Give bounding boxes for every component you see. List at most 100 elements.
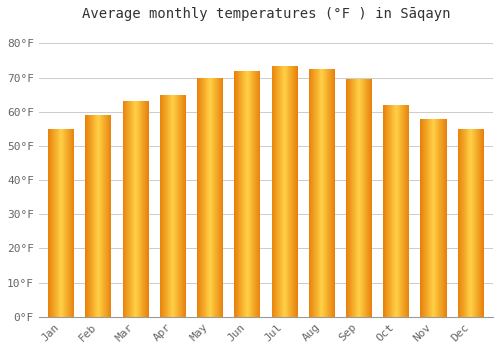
Bar: [221, 78, 222, 317]
Bar: [236, 71, 237, 317]
Bar: [66, 129, 67, 317]
Bar: [246, 71, 248, 317]
Bar: [254, 71, 255, 317]
Bar: [106, 115, 107, 317]
Bar: [100, 115, 101, 317]
Bar: [103, 115, 104, 317]
Bar: [430, 119, 431, 317]
Bar: [167, 94, 168, 317]
Bar: [288, 65, 289, 317]
Bar: [168, 94, 169, 317]
Bar: [325, 69, 326, 317]
Bar: [401, 105, 402, 317]
Bar: [426, 119, 427, 317]
Bar: [370, 79, 372, 317]
Bar: [275, 65, 276, 317]
Bar: [386, 105, 387, 317]
Bar: [420, 119, 421, 317]
Bar: [361, 79, 362, 317]
Bar: [291, 65, 292, 317]
Bar: [110, 115, 111, 317]
Bar: [440, 119, 442, 317]
Bar: [58, 129, 59, 317]
Bar: [102, 115, 103, 317]
Bar: [352, 79, 353, 317]
Bar: [296, 65, 297, 317]
Bar: [349, 79, 350, 317]
Bar: [64, 129, 65, 317]
Bar: [477, 129, 478, 317]
Bar: [205, 78, 206, 317]
Bar: [49, 129, 50, 317]
Bar: [99, 115, 100, 317]
Bar: [317, 69, 318, 317]
Bar: [256, 71, 257, 317]
Bar: [292, 65, 293, 317]
Bar: [197, 78, 198, 317]
Bar: [431, 119, 432, 317]
Bar: [285, 65, 286, 317]
Bar: [408, 105, 410, 317]
Bar: [133, 102, 134, 317]
Bar: [394, 105, 395, 317]
Bar: [438, 119, 440, 317]
Bar: [319, 69, 320, 317]
Bar: [90, 115, 91, 317]
Bar: [146, 102, 148, 317]
Bar: [200, 78, 201, 317]
Bar: [258, 71, 259, 317]
Bar: [460, 129, 461, 317]
Bar: [255, 71, 256, 317]
Bar: [217, 78, 218, 317]
Bar: [433, 119, 434, 317]
Bar: [467, 129, 468, 317]
Bar: [162, 94, 163, 317]
Bar: [472, 129, 474, 317]
Bar: [71, 129, 72, 317]
Bar: [92, 115, 93, 317]
Bar: [125, 102, 126, 317]
Bar: [326, 69, 327, 317]
Bar: [250, 71, 251, 317]
Bar: [234, 71, 235, 317]
Bar: [294, 65, 295, 317]
Bar: [406, 105, 408, 317]
Bar: [180, 94, 182, 317]
Bar: [67, 129, 68, 317]
Bar: [478, 129, 479, 317]
Bar: [259, 71, 260, 317]
Bar: [314, 69, 316, 317]
Bar: [463, 129, 464, 317]
Bar: [442, 119, 444, 317]
Bar: [278, 65, 280, 317]
Bar: [218, 78, 219, 317]
Bar: [318, 69, 319, 317]
Bar: [216, 78, 217, 317]
Bar: [208, 78, 209, 317]
Bar: [436, 119, 438, 317]
Title: Average monthly temperatures (°F ) in Sāqayn: Average monthly temperatures (°F ) in Sā…: [82, 7, 450, 21]
Bar: [212, 78, 214, 317]
Bar: [88, 115, 90, 317]
Bar: [356, 79, 357, 317]
Bar: [350, 79, 351, 317]
Bar: [427, 119, 428, 317]
Bar: [398, 105, 399, 317]
Bar: [177, 94, 178, 317]
Bar: [122, 102, 123, 317]
Bar: [388, 105, 389, 317]
Bar: [323, 69, 324, 317]
Bar: [384, 105, 385, 317]
Bar: [253, 71, 254, 317]
Bar: [322, 69, 323, 317]
Bar: [445, 119, 446, 317]
Bar: [163, 94, 164, 317]
Bar: [171, 94, 172, 317]
Bar: [174, 94, 175, 317]
Bar: [72, 129, 73, 317]
Bar: [96, 115, 97, 317]
Bar: [54, 129, 56, 317]
Bar: [466, 129, 467, 317]
Bar: [295, 65, 296, 317]
Bar: [421, 119, 422, 317]
